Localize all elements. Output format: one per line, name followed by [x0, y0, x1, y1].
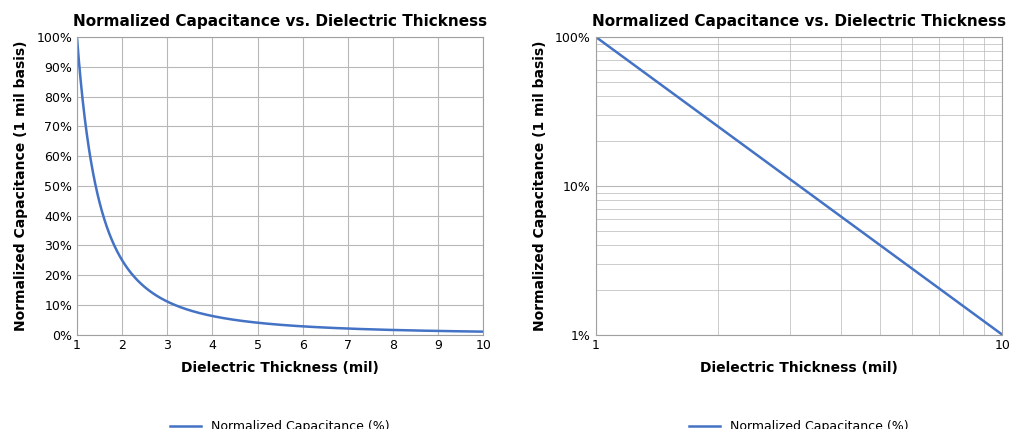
X-axis label: Dielectric Thickness (mil): Dielectric Thickness (mil)	[700, 361, 898, 375]
Legend: Normalized Capacitance (%): Normalized Capacitance (%)	[684, 415, 914, 429]
Y-axis label: Normalized Capacitance (1 mil basis): Normalized Capacitance (1 mil basis)	[14, 41, 28, 331]
Title: Normalized Capacitance vs. Dielectric Thickness: Normalized Capacitance vs. Dielectric Th…	[592, 14, 1007, 29]
Title: Normalized Capacitance vs. Dielectric Thickness: Normalized Capacitance vs. Dielectric Th…	[73, 14, 487, 29]
X-axis label: Dielectric Thickness (mil): Dielectric Thickness (mil)	[181, 361, 379, 375]
Y-axis label: Normalized Capacitance (1 mil basis): Normalized Capacitance (1 mil basis)	[532, 41, 547, 331]
Legend: Normalized Capacitance (%): Normalized Capacitance (%)	[165, 415, 395, 429]
